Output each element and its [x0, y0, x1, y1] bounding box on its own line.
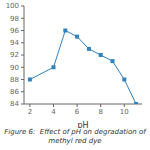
svg-text:pH: pH [77, 121, 88, 128]
svg-text:2: 2 [28, 108, 32, 116]
svg-text:94: 94 [10, 39, 19, 47]
svg-text:6: 6 [75, 108, 80, 116]
svg-text:96: 96 [10, 27, 19, 35]
svg-text:8: 8 [98, 108, 102, 116]
svg-text:4: 4 [51, 108, 56, 116]
svg-text:90: 90 [10, 64, 19, 72]
svg-text:92: 92 [10, 51, 19, 59]
svg-text:84: 84 [10, 100, 19, 108]
svg-text:10: 10 [120, 108, 129, 116]
svg-text:100: 100 [8, 2, 19, 10]
svg-text:98: 98 [10, 15, 19, 23]
svg-text:88: 88 [10, 76, 19, 84]
svg-text:86: 86 [10, 88, 19, 96]
html-text:Figure 6: Effect of pH on degr: Figure 6: Effect of pH on degradation of… [4, 128, 148, 145]
